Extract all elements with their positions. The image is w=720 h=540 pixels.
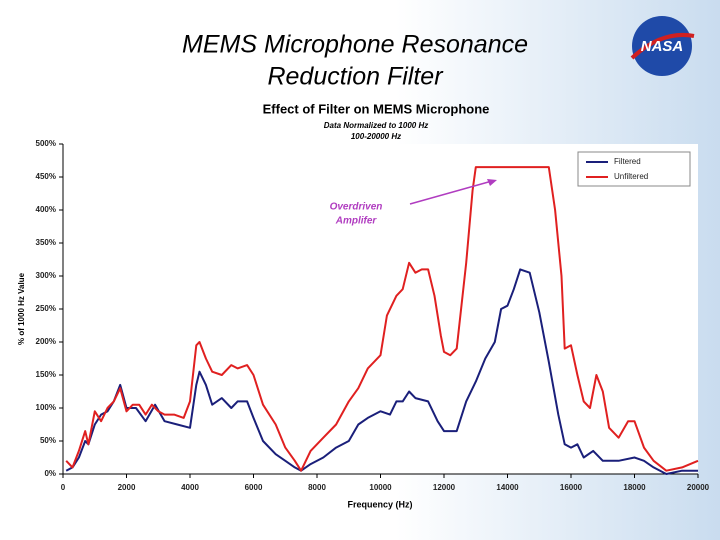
x-tick-label: 18000 (623, 483, 646, 492)
logo-swoosh (630, 33, 695, 60)
x-tick-label: 0 (61, 483, 66, 492)
x-tick-label: 20000 (687, 483, 710, 492)
y-tick-label: 50% (40, 436, 56, 445)
x-tick-label: 16000 (560, 483, 583, 492)
chart-title: Effect of Filter on MEMS Microphone (263, 101, 490, 116)
y-tick-label: 0% (44, 469, 56, 478)
logo-disc (632, 16, 692, 76)
slide-title: MEMS Microphone Resonance (182, 31, 528, 59)
y-tick-label: 300% (36, 271, 56, 280)
annotation-text: Overdriven (330, 202, 383, 213)
annotation-arrowhead (487, 179, 497, 186)
plot-area (63, 144, 698, 474)
x-tick-label: 8000 (308, 483, 326, 492)
y-tick-label: 350% (36, 238, 56, 247)
y-tick-label: 150% (36, 370, 56, 379)
chart-subtitle: Data Normalized to 1000 Hz (324, 121, 428, 130)
y-tick-label: 100% (36, 403, 56, 412)
y-tick-label: 500% (36, 139, 56, 148)
logo: NASA (630, 16, 695, 76)
y-axis-label: % of 1000 Hz Value (17, 272, 26, 345)
legend-label: Filtered (614, 157, 641, 166)
legend-box (577, 151, 691, 187)
x-tick-label: 4000 (181, 483, 199, 492)
x-tick-label: 2000 (118, 483, 136, 492)
x-tick-label: 14000 (496, 483, 519, 492)
x-axis-label: Frequency (Hz) (347, 499, 412, 509)
slide-title: Reduction Filter (267, 63, 444, 91)
series-line (65, 268, 698, 475)
legend-label: Unfiltered (614, 172, 648, 181)
series-line (65, 166, 699, 472)
y-tick-label: 250% (36, 304, 56, 313)
annotation-arrow (409, 180, 493, 205)
x-tick-label: 6000 (245, 483, 263, 492)
logo-text: NASA (641, 38, 684, 55)
x-tick-label: 10000 (369, 483, 392, 492)
y-tick-label: 450% (36, 172, 56, 181)
y-tick-label: 200% (36, 337, 56, 346)
annotation-text: Amplifer (335, 216, 378, 227)
y-tick-label: 400% (36, 205, 56, 214)
x-tick-label: 12000 (433, 483, 456, 492)
chart-subtitle: 100-20000 Hz (351, 132, 401, 141)
